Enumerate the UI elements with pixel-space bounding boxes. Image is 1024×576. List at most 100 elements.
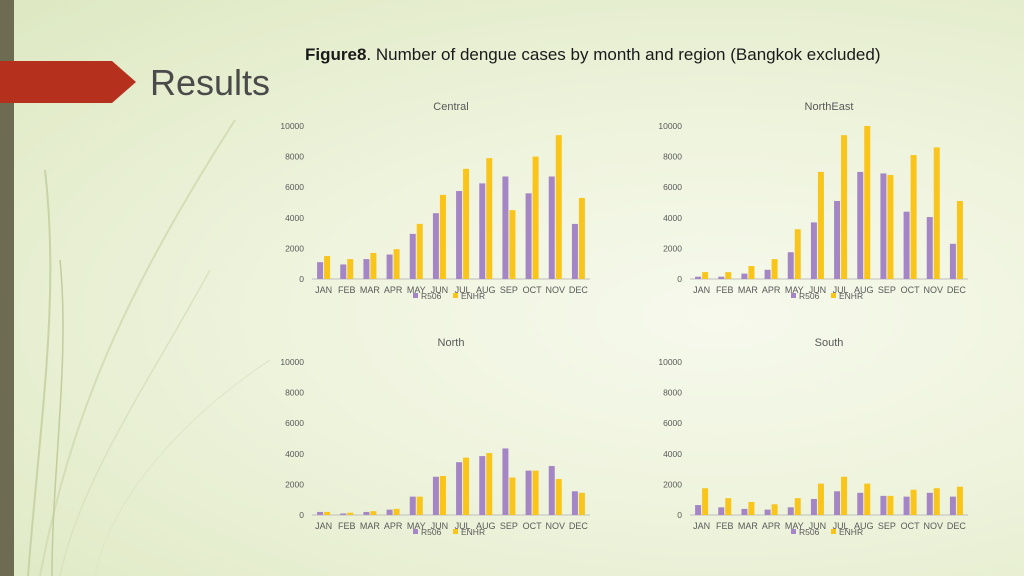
bar-r506-dec [949, 496, 956, 515]
y-tick-label: 4000 [663, 449, 682, 459]
bar-r506-feb [340, 264, 347, 279]
bar-enhr-jul [841, 476, 848, 515]
bar-enhr-jul [463, 168, 470, 279]
bar-r506-jan [317, 262, 324, 279]
bar-enhr-sep [509, 477, 516, 515]
x-tick-label: APR [384, 521, 403, 531]
bar-r506-jun [810, 498, 817, 515]
slide-title: Results [150, 62, 271, 103]
x-tick-label: MAY [407, 285, 426, 295]
bar-r506-jan [695, 505, 702, 515]
bar-r506-jun [432, 476, 439, 515]
chart-title: South [815, 337, 844, 349]
legend-label-r506: R506 [799, 527, 820, 537]
bar-enhr-jan [702, 488, 709, 515]
bar-enhr-jan [324, 511, 331, 515]
x-tick-label: APR [384, 285, 403, 295]
bar-enhr-nov [933, 488, 940, 515]
bar-r506-jun [432, 213, 439, 279]
bar-r506-apr [386, 509, 393, 515]
bar-enhr-feb [725, 498, 732, 515]
x-tick-label: JUN [431, 285, 449, 295]
bar-enhr-mar [370, 252, 377, 279]
bar-enhr-jan [702, 272, 709, 279]
bar-r506-feb [718, 507, 725, 515]
x-tick-label: AUG [854, 521, 874, 531]
bar-enhr-nov [555, 135, 562, 279]
x-tick-label: DEC [569, 285, 589, 295]
x-tick-label: DEC [569, 521, 589, 531]
y-tick-label: 0 [299, 510, 304, 520]
bar-r506-dec [949, 243, 956, 279]
chart-central: Central 0 2000 4000 6000 8000 10000 JAN FEB MAR AP… [280, 101, 590, 301]
x-tick-label: FEB [338, 285, 356, 295]
legend-swatch-enhr [453, 529, 458, 534]
bar-enhr-oct [910, 155, 917, 279]
x-tick-label: AUG [854, 285, 874, 295]
y-tick-label: 4000 [663, 213, 682, 223]
legend-label-r506: R506 [799, 291, 820, 301]
bar-r506-aug [479, 183, 486, 279]
y-tick-label: 10000 [280, 121, 304, 131]
bar-enhr-dec [956, 200, 963, 279]
bar-r506-sep [880, 495, 887, 515]
legend-label-enhr: ENHR [839, 291, 863, 301]
bar-enhr-nov [933, 147, 940, 279]
bar-r506-oct [903, 496, 910, 515]
x-tick-label: JAN [693, 521, 710, 531]
y-tick-label: 4000 [285, 213, 304, 223]
bar-enhr-apr [393, 508, 400, 515]
bar-r506-may [787, 252, 794, 279]
legend-swatch-r506 [791, 293, 796, 298]
y-tick-label: 6000 [663, 182, 682, 192]
legend-swatch-r506 [413, 529, 418, 534]
y-tick-label: 4000 [285, 449, 304, 459]
bar-enhr-sep [887, 495, 894, 515]
bar-r506-jun [810, 222, 817, 279]
bar-enhr-mar [748, 501, 755, 515]
bar-r506-aug [479, 456, 486, 515]
x-tick-label: JUL [455, 521, 471, 531]
y-tick-label: 10000 [658, 121, 682, 131]
chart-northeast: NorthEast 0 2000 4000 6000 8000 10000 JAN FEB MAR… [658, 101, 968, 301]
bar-enhr-may [794, 498, 801, 515]
x-tick-label: MAR [360, 285, 381, 295]
bar-r506-jul [834, 200, 841, 279]
bar-enhr-feb [347, 512, 354, 515]
x-tick-label: JUN [809, 521, 827, 531]
x-tick-label: SEP [500, 285, 518, 295]
y-tick-label: 0 [677, 274, 682, 284]
bar-r506-mar [363, 511, 370, 515]
bar-r506-mar [741, 508, 748, 515]
chart-title: North [438, 337, 465, 349]
legend-swatch-enhr [831, 293, 836, 298]
bar-enhr-dec [956, 486, 963, 515]
bar-enhr-jul [841, 135, 848, 279]
x-tick-label: JUL [833, 285, 849, 295]
legend-label-enhr: ENHR [461, 291, 485, 301]
bar-enhr-nov [555, 479, 562, 515]
bar-enhr-jul [463, 457, 470, 515]
bar-r506-oct [525, 470, 532, 515]
bar-r506-jul [456, 191, 463, 279]
x-tick-label: NOV [923, 521, 943, 531]
x-tick-label: AUG [476, 285, 496, 295]
legend-label-r506: R506 [421, 527, 442, 537]
legend-label-r506: R506 [421, 291, 442, 301]
bar-r506-nov [548, 176, 555, 279]
x-tick-label: FEB [716, 521, 734, 531]
bar-enhr-dec [578, 197, 585, 279]
bar-enhr-apr [771, 259, 778, 279]
y-tick-label: 2000 [285, 243, 304, 253]
y-tick-label: 2000 [663, 243, 682, 253]
bar-r506-mar [363, 259, 370, 279]
bar-enhr-jun [439, 475, 446, 515]
y-tick-label: 8000 [285, 152, 304, 162]
bar-enhr-aug [486, 158, 493, 279]
bar-enhr-may [416, 223, 423, 279]
chart-north: North 0 2000 4000 6000 8000 10000 JAN FEB MAR APR M… [280, 337, 590, 537]
x-tick-label: NOV [545, 285, 565, 295]
x-tick-label: AUG [476, 521, 496, 531]
y-tick-label: 8000 [285, 388, 304, 398]
bar-r506-dec [571, 223, 578, 279]
